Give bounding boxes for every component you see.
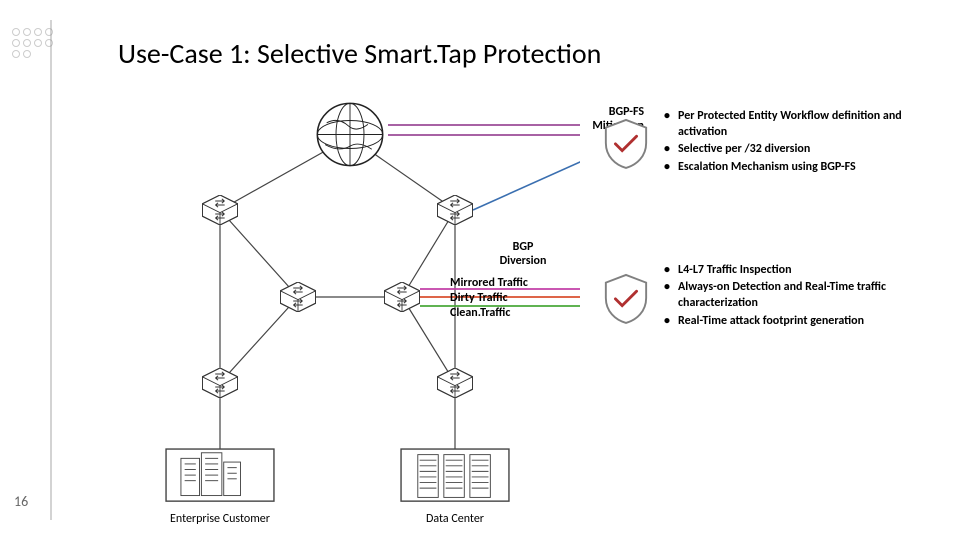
datacenter-icon bbox=[399, 423, 511, 503]
bullet-item: Per Protected Entity Workflow definition… bbox=[660, 108, 950, 140]
corner-dots-decoration bbox=[12, 28, 53, 61]
mirrored-traffic-label: Mirrored Traffic bbox=[450, 276, 528, 291]
enterprise-caption: Enterprise Customer bbox=[150, 512, 290, 526]
bullet-item: Selective per /32 diversion bbox=[660, 141, 950, 157]
router-icon: ⇄⇄ bbox=[384, 282, 420, 312]
shield-icon bbox=[602, 118, 650, 166]
bullet-item: Escalation Mechanism using BGP-FS bbox=[660, 159, 950, 175]
network-diagram: ⇄⇄ ⇄⇄ ⇄⇄ ⇄⇄ ⇄⇄ ⇄⇄ bbox=[60, 90, 580, 520]
traffic-labels: Mirrored Traffic Dirty Traffic Clean.Tra… bbox=[450, 276, 528, 321]
vertical-accent-bar bbox=[50, 20, 52, 520]
router-icon: ⇄⇄ bbox=[437, 195, 473, 225]
slide-title: Use-Case 1: Selective Smart.Tap Protecti… bbox=[118, 36, 601, 71]
router-icon: ⇄⇄ bbox=[280, 282, 316, 312]
bullets-top: Per Protected Entity Workflow definition… bbox=[660, 108, 950, 176]
bgp-diversion-label: BGP Diversion bbox=[488, 240, 558, 268]
page-number: 16 bbox=[14, 493, 28, 510]
clean-traffic-label: Clean.Traffic bbox=[450, 306, 528, 321]
shield-icon bbox=[602, 273, 650, 321]
globe-icon bbox=[310, 100, 390, 175]
enterprise-icon bbox=[164, 423, 276, 503]
router-icon: ⇄⇄ bbox=[437, 368, 473, 398]
datacenter-caption: Data Center bbox=[385, 512, 525, 526]
bullets-bottom: L4-L7 Traffic InspectionAlways-on Detect… bbox=[660, 262, 950, 330]
dirty-traffic-label: Dirty Traffic bbox=[450, 291, 528, 306]
bullet-item: Always-on Detection and Real-Time traffi… bbox=[660, 279, 950, 311]
router-icon: ⇄⇄ bbox=[202, 195, 238, 225]
bullet-item: L4-L7 Traffic Inspection bbox=[660, 262, 950, 278]
router-icon: ⇄⇄ bbox=[202, 368, 238, 398]
bullet-item: Real-Time attack footprint generation bbox=[660, 313, 950, 329]
